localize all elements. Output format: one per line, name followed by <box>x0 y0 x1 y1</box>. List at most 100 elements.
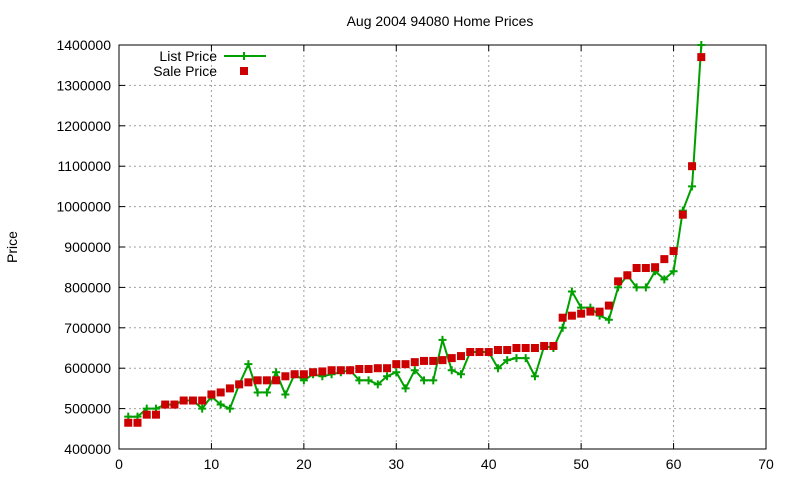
data-point-sale-price <box>179 396 188 405</box>
data-point-list-price <box>401 384 410 393</box>
data-point-list-price <box>604 315 613 324</box>
data-point-sale-price <box>530 344 539 352</box>
data-point-sale-price <box>420 356 429 365</box>
data-point-sale-price <box>124 418 133 427</box>
data-point-list-price <box>253 388 262 397</box>
data-point-sale-price <box>401 360 410 369</box>
data-point-sale-price <box>540 341 549 350</box>
data-point-sale-price <box>558 313 567 322</box>
data-point-sale-price <box>410 358 419 367</box>
data-point-sale-price <box>373 364 382 373</box>
plot-frame <box>118 44 767 450</box>
data-point-sale-price <box>493 346 502 355</box>
data-point-sale-price <box>318 367 327 376</box>
x-tick-label: 60 <box>666 456 682 472</box>
data-point-sale-price <box>188 396 197 405</box>
data-point-list-price <box>420 376 429 385</box>
data-point-sale-price <box>198 396 207 405</box>
x-tick-label: 40 <box>481 456 497 472</box>
data-point-list-price <box>438 335 447 344</box>
data-point-sale-price <box>641 264 650 273</box>
data-point-sale-price <box>309 368 318 377</box>
tick-layer: 0 10 20 30 40 50 60 70 400000 500000 600000 700000 8… <box>56 37 774 472</box>
legend-label-sale-price: Sale Price <box>153 63 217 79</box>
y-tick-label: 400000 <box>64 441 111 457</box>
data-point-list-price <box>530 372 539 381</box>
data-point-sale-price <box>475 348 484 357</box>
data-point-list-price <box>272 368 281 377</box>
legend-marker-list-price <box>240 52 248 60</box>
data-point-sale-price <box>161 400 170 409</box>
data-point-list-price <box>225 404 234 413</box>
data-point-list-price <box>521 354 530 363</box>
grid-layer <box>119 45 766 449</box>
data-point-sale-price <box>567 311 576 320</box>
data-point-list-price <box>567 287 576 296</box>
data-point-sale-price <box>170 400 179 409</box>
data-point-sale-price <box>392 360 401 369</box>
data-point-list-price <box>216 400 225 409</box>
data-point-sale-price <box>577 309 586 318</box>
data-point-sale-price <box>272 376 281 385</box>
data-point-list-price <box>392 368 401 377</box>
data-point-list-price <box>503 356 512 365</box>
data-point-list-price <box>429 376 438 385</box>
data-point-sale-price <box>456 352 465 361</box>
data-point-sale-price <box>281 372 290 381</box>
data-point-sale-price <box>133 418 142 427</box>
data-point-sale-price <box>262 376 271 385</box>
x-tick-label: 70 <box>758 456 774 472</box>
y-axis-label: Price <box>4 231 20 263</box>
x-tick-label: 50 <box>573 456 589 472</box>
data-point-sale-price <box>604 301 613 310</box>
data-point-sale-price <box>595 307 604 316</box>
data-point-list-price <box>447 366 456 375</box>
data-point-sale-price <box>614 277 623 286</box>
y-tick-label: 1400000 <box>56 37 111 53</box>
data-point-sale-price <box>651 263 660 272</box>
y-tick-label: 900000 <box>64 239 111 255</box>
data-point-sale-price <box>244 378 253 387</box>
data-point-sale-price <box>688 162 697 171</box>
data-point-list-price <box>281 390 290 399</box>
series-layer <box>124 41 706 427</box>
data-point-list-price <box>383 372 392 381</box>
data-point-sale-price <box>438 356 447 365</box>
legend-marker-sale-price <box>240 67 248 75</box>
data-point-sale-price <box>253 376 262 385</box>
data-point-list-price <box>373 380 382 389</box>
y-tick-label: 1300000 <box>56 77 111 93</box>
data-point-list-price <box>244 360 253 369</box>
data-point-sale-price <box>549 341 558 350</box>
x-tick-label: 10 <box>204 456 220 472</box>
data-point-sale-price <box>660 255 669 264</box>
data-point-sale-price <box>225 384 234 393</box>
data-point-sale-price <box>466 348 475 357</box>
data-point-list-price <box>355 376 364 385</box>
data-point-list-price <box>688 182 697 191</box>
y-tick-label: 1100000 <box>58 158 112 174</box>
data-point-sale-price <box>383 364 392 373</box>
y-tick-label: 1200000 <box>56 118 111 134</box>
data-point-sale-price <box>586 307 595 316</box>
legend: List Price Sale Price <box>153 48 266 79</box>
data-point-sale-price <box>521 344 530 352</box>
data-point-sale-price <box>151 410 160 419</box>
x-tick-label: 0 <box>115 456 123 472</box>
data-point-sale-price <box>623 271 632 280</box>
data-point-sale-price <box>669 247 678 256</box>
data-point-list-price <box>641 283 650 292</box>
y-tick-label: 500000 <box>64 401 111 417</box>
x-tick-label: 20 <box>296 456 312 472</box>
y-tick-label: 600000 <box>64 360 111 376</box>
data-point-sale-price <box>327 366 336 375</box>
data-point-sale-price <box>678 210 687 219</box>
data-point-sale-price <box>697 53 706 62</box>
data-point-sale-price <box>632 264 641 273</box>
data-point-list-price <box>262 388 271 397</box>
data-point-sale-price <box>447 354 456 363</box>
y-tick-label: 1000000 <box>56 199 111 215</box>
data-point-list-price <box>410 366 419 375</box>
data-point-sale-price <box>429 356 438 365</box>
